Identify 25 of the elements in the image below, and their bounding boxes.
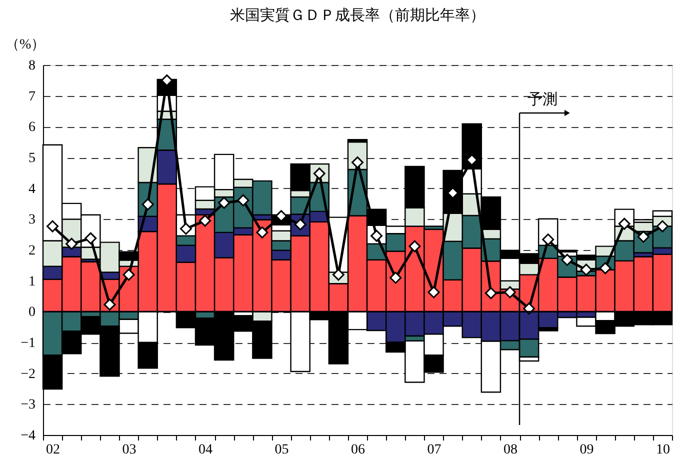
ref-line-label: 予測 <box>528 91 558 108</box>
y-tick-label: 6 <box>28 120 36 136</box>
x-tick-label: 10 <box>656 442 670 458</box>
y-tick-label: 7 <box>28 89 36 104</box>
y-tick-label: −4 <box>20 428 36 444</box>
y-axis-title: （%） <box>6 38 46 52</box>
x-tick-label: 04 <box>198 442 213 458</box>
y-tick-label: −2 <box>20 366 36 382</box>
y-tick-label: 0 <box>28 305 36 320</box>
y-tick-label: 2 <box>28 244 36 258</box>
y-tick-label: 3 <box>28 212 36 228</box>
y-tick-label: 1 <box>28 274 36 290</box>
y-tick-label: 5 <box>28 151 36 166</box>
x-tick-label: 08 <box>503 442 518 458</box>
x-tick-label: 09 <box>580 442 594 458</box>
y-tick-label: 4 <box>28 182 36 197</box>
x-tick-label: 05 <box>274 442 289 458</box>
x-tick-label: 03 <box>122 442 136 458</box>
y-tick-label: 8 <box>28 58 36 74</box>
x-tick-label: 06 <box>351 442 365 458</box>
x-tick-label: 07 <box>427 442 442 458</box>
y-tick-label: −1 <box>20 336 36 351</box>
x-tick-label: 02 <box>46 442 60 458</box>
chart-title: 米国実質ＧＤＰ成長率（前期比年率） <box>230 7 485 24</box>
y-tick-label: −3 <box>20 398 36 413</box>
